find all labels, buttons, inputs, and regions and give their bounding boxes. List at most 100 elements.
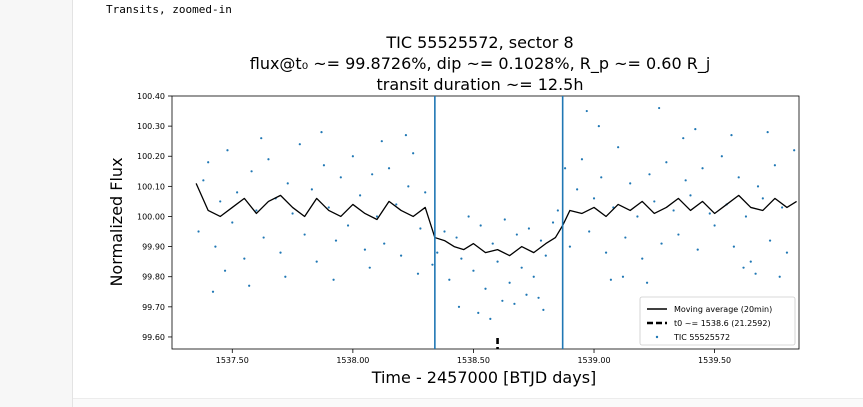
scatter-point (399, 254, 403, 257)
scatter-point (250, 170, 253, 173)
chart-title-line-1: TIC 55525572, sector 8 (385, 33, 573, 52)
x-tick-label: 1537.50 (216, 356, 249, 365)
scatter-point (754, 272, 757, 275)
scatter-point (636, 215, 639, 218)
scatter-point (334, 239, 338, 242)
scatter-point (460, 257, 463, 260)
scatter-point (624, 236, 627, 239)
scatter-point (527, 227, 531, 230)
cell-bottom-border (73, 398, 863, 407)
y-axis-label: Normalized Flux (107, 157, 126, 286)
scatter-point (477, 311, 480, 314)
scatter-point (395, 203, 398, 206)
scatter-point (508, 281, 511, 284)
scatter-point (768, 239, 772, 242)
scatter-point (592, 197, 596, 200)
legend-swatch-scatter (655, 335, 659, 339)
chart-title-line-3: transit duration ~= 12.5h (376, 75, 583, 94)
scatter-point (537, 296, 540, 299)
x-tick-label: 1539.50 (698, 356, 731, 365)
scatter-point (231, 221, 234, 224)
scatter-point (375, 215, 379, 218)
scatter-point (262, 236, 265, 239)
scatter-point (563, 167, 567, 170)
scatter-point (291, 212, 294, 215)
scatter-point (568, 245, 572, 248)
scatter-point (781, 206, 784, 209)
scatter-point (665, 161, 668, 164)
scatter-point (412, 152, 415, 155)
y-tick-label: 99.80 (142, 273, 165, 282)
scatter-point (219, 200, 222, 203)
y-tick-label: 99.60 (142, 333, 165, 342)
scatter-point (339, 176, 342, 179)
scatter-point (761, 197, 764, 200)
scatter-point (730, 134, 733, 137)
cell-output-caption: Transits, zoomed-in (106, 3, 232, 16)
legend-label-scatter: TIC 55525572 (673, 333, 730, 342)
scatter-point (542, 308, 545, 311)
scatter-point (532, 275, 535, 278)
scatter-point (684, 179, 687, 182)
scatter-point (701, 167, 704, 170)
y-tick-label: 99.70 (142, 303, 165, 312)
legend-label-t0: t0 ~= 1538.6 (21.2592) (674, 319, 771, 328)
scatter-point (267, 158, 270, 161)
moving-average-series (195, 183, 797, 257)
scatter-point (785, 251, 789, 254)
scatter-point (732, 245, 735, 248)
scatter-point (443, 230, 446, 233)
scatter-point (419, 227, 422, 230)
scatter-point (539, 239, 543, 242)
scatter-point (766, 131, 769, 134)
y-tick-label: 100.30 (137, 122, 165, 131)
scatter-point (467, 215, 470, 218)
scatter-point (556, 209, 559, 212)
scatter-series (197, 106, 796, 320)
scatter-point (424, 191, 427, 194)
scatter-point (248, 284, 251, 287)
scatter-point (214, 245, 217, 248)
scatter-point (793, 149, 796, 152)
scatter-point (211, 290, 215, 293)
scatter-point (708, 212, 711, 215)
scatter-point (436, 251, 439, 254)
scatter-point (332, 278, 335, 281)
scatter-point (501, 299, 504, 302)
notebook-gutter (0, 0, 73, 407)
scatter-point (600, 176, 603, 179)
scatter-point (744, 215, 748, 218)
scatter-point (303, 233, 306, 236)
scatter-point (653, 200, 656, 203)
x-axis-label: Time - 2457000 [BTJD days] (371, 368, 597, 387)
scatter-point (226, 149, 229, 152)
legend-label-moving-average: Moving average (20min) (674, 305, 772, 314)
scatter-point (202, 179, 205, 182)
scatter-point (609, 278, 612, 281)
chart-title-line-2: flux@t₀ ~= 99.8726%, dip ~= 0.1028%, R_p… (250, 54, 711, 74)
scatter-point (525, 293, 528, 296)
scatter-point (255, 209, 258, 212)
x-tick-label: 1538.00 (336, 356, 369, 365)
scatter-point (742, 266, 745, 269)
scatter-point (576, 188, 579, 191)
scatter-point (416, 272, 420, 275)
scatter-point (658, 106, 661, 110)
y-tick-label: 99.90 (142, 243, 165, 252)
scatter-point (380, 140, 383, 143)
scatter-point (689, 194, 692, 197)
scatter-point (404, 134, 408, 137)
scatter-point (286, 182, 289, 185)
scatter-point (621, 275, 625, 278)
scatter-point (243, 257, 246, 260)
scatter-point (604, 251, 608, 254)
x-tick-label: 1539.00 (577, 356, 610, 365)
legend-box (639, 296, 796, 346)
scatter-point (448, 278, 451, 281)
scatter-point (407, 185, 410, 188)
scatter-point (749, 260, 752, 263)
scatter-point (489, 317, 492, 320)
x-tick-label: 1538.50 (457, 356, 490, 365)
scatter-point (284, 275, 287, 278)
scatter-point (503, 218, 506, 221)
